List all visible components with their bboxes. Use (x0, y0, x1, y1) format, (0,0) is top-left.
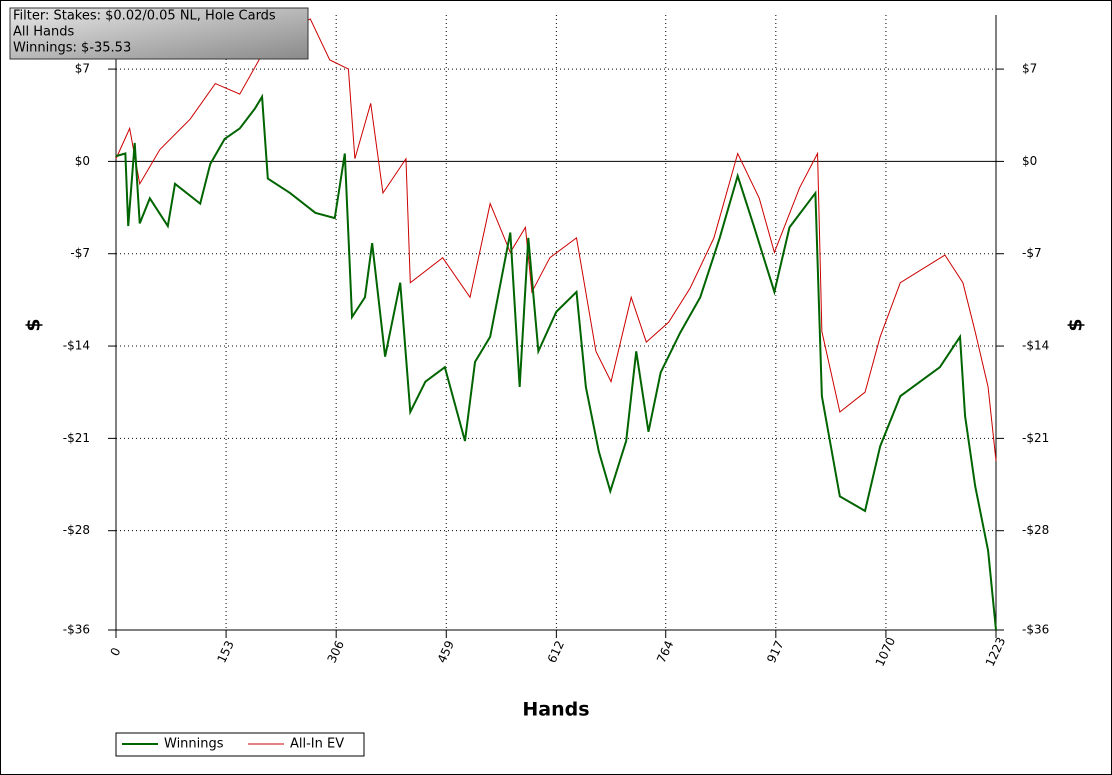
y-tick-label: -$7 (70, 246, 90, 260)
y2-tick-label: -$21 (1022, 431, 1049, 445)
y2-tick-label: $0 (1022, 154, 1037, 168)
legend-label: Winnings (164, 737, 224, 752)
y-tick-label: $0 (75, 154, 90, 168)
y2-tick-label: -$7 (1022, 246, 1042, 260)
legend-label: All-In EV (290, 737, 344, 752)
y-tick-label: -$21 (63, 431, 90, 445)
y2-tick-label: $7 (1022, 62, 1037, 76)
filter-box (9, 7, 309, 60)
y2-tick-label: -$36 (1022, 623, 1049, 637)
filter-text: All Hands (13, 25, 74, 40)
y-tick-label: $7 (75, 62, 90, 76)
y2-tick-label: -$28 (1022, 523, 1049, 537)
y-tick-label: -$14 (63, 339, 90, 353)
filter-text: Winnings: $-35.53 (13, 41, 131, 56)
series-line (115, 93, 997, 631)
x-axis-label: Hands (522, 699, 589, 721)
filter-text: Filter: Stakes: $0.02/0.05 NL, Hole Card… (13, 9, 276, 24)
y2-axis-label: $ (1065, 318, 1087, 331)
legend (115, 732, 365, 757)
y-tick-label: -$28 (63, 523, 90, 537)
y-axis-label: $ (23, 318, 45, 331)
y2-tick-label: -$14 (1022, 339, 1049, 353)
y-tick-label: -$36 (63, 623, 90, 637)
